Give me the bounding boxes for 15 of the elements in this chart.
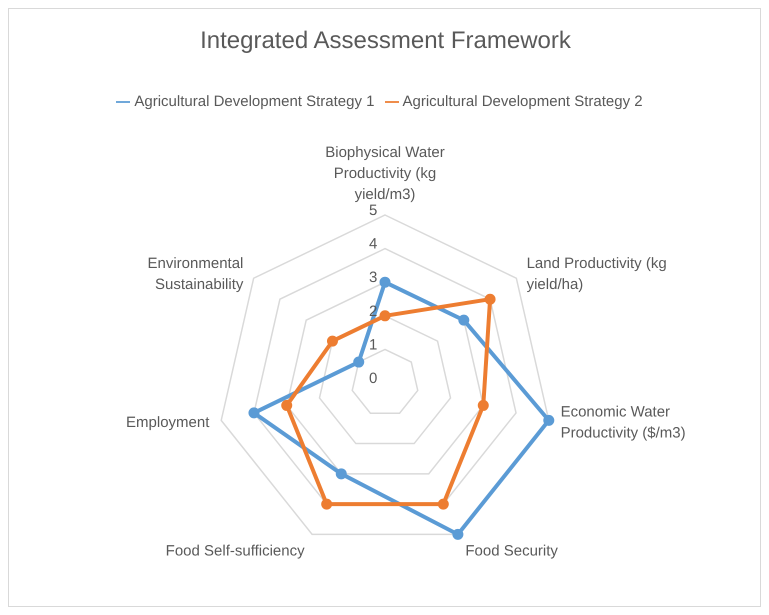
y-tick-label: 5: [369, 202, 378, 219]
y-tick-label: 3: [369, 269, 378, 286]
spoke-label: Employment: [126, 414, 210, 432]
legend-label: Agricultural Development Strategy 2: [402, 93, 643, 110]
y-tick-label: 1: [369, 336, 378, 354]
spoke-label: Biophysical Water Productivity (kg yield/m3): [325, 144, 445, 203]
y-tick-label: 0: [369, 370, 378, 387]
legend-label: Agricultural Development Strategy 1: [134, 93, 374, 110]
spoke-label: Food Self-sufficiency: [166, 542, 306, 560]
spoke-label: Land Productivity (kg yield/ha): [526, 254, 667, 293]
spoke-label: Food Security: [465, 542, 558, 560]
spoke-label: Economic Water Productivity ($/m3): [560, 404, 686, 442]
spoke-label: Environmental Sustainability: [148, 254, 244, 293]
chart-title: Integrated Assessment Framework: [199, 27, 572, 55]
y-tick-label: 4: [369, 236, 378, 253]
